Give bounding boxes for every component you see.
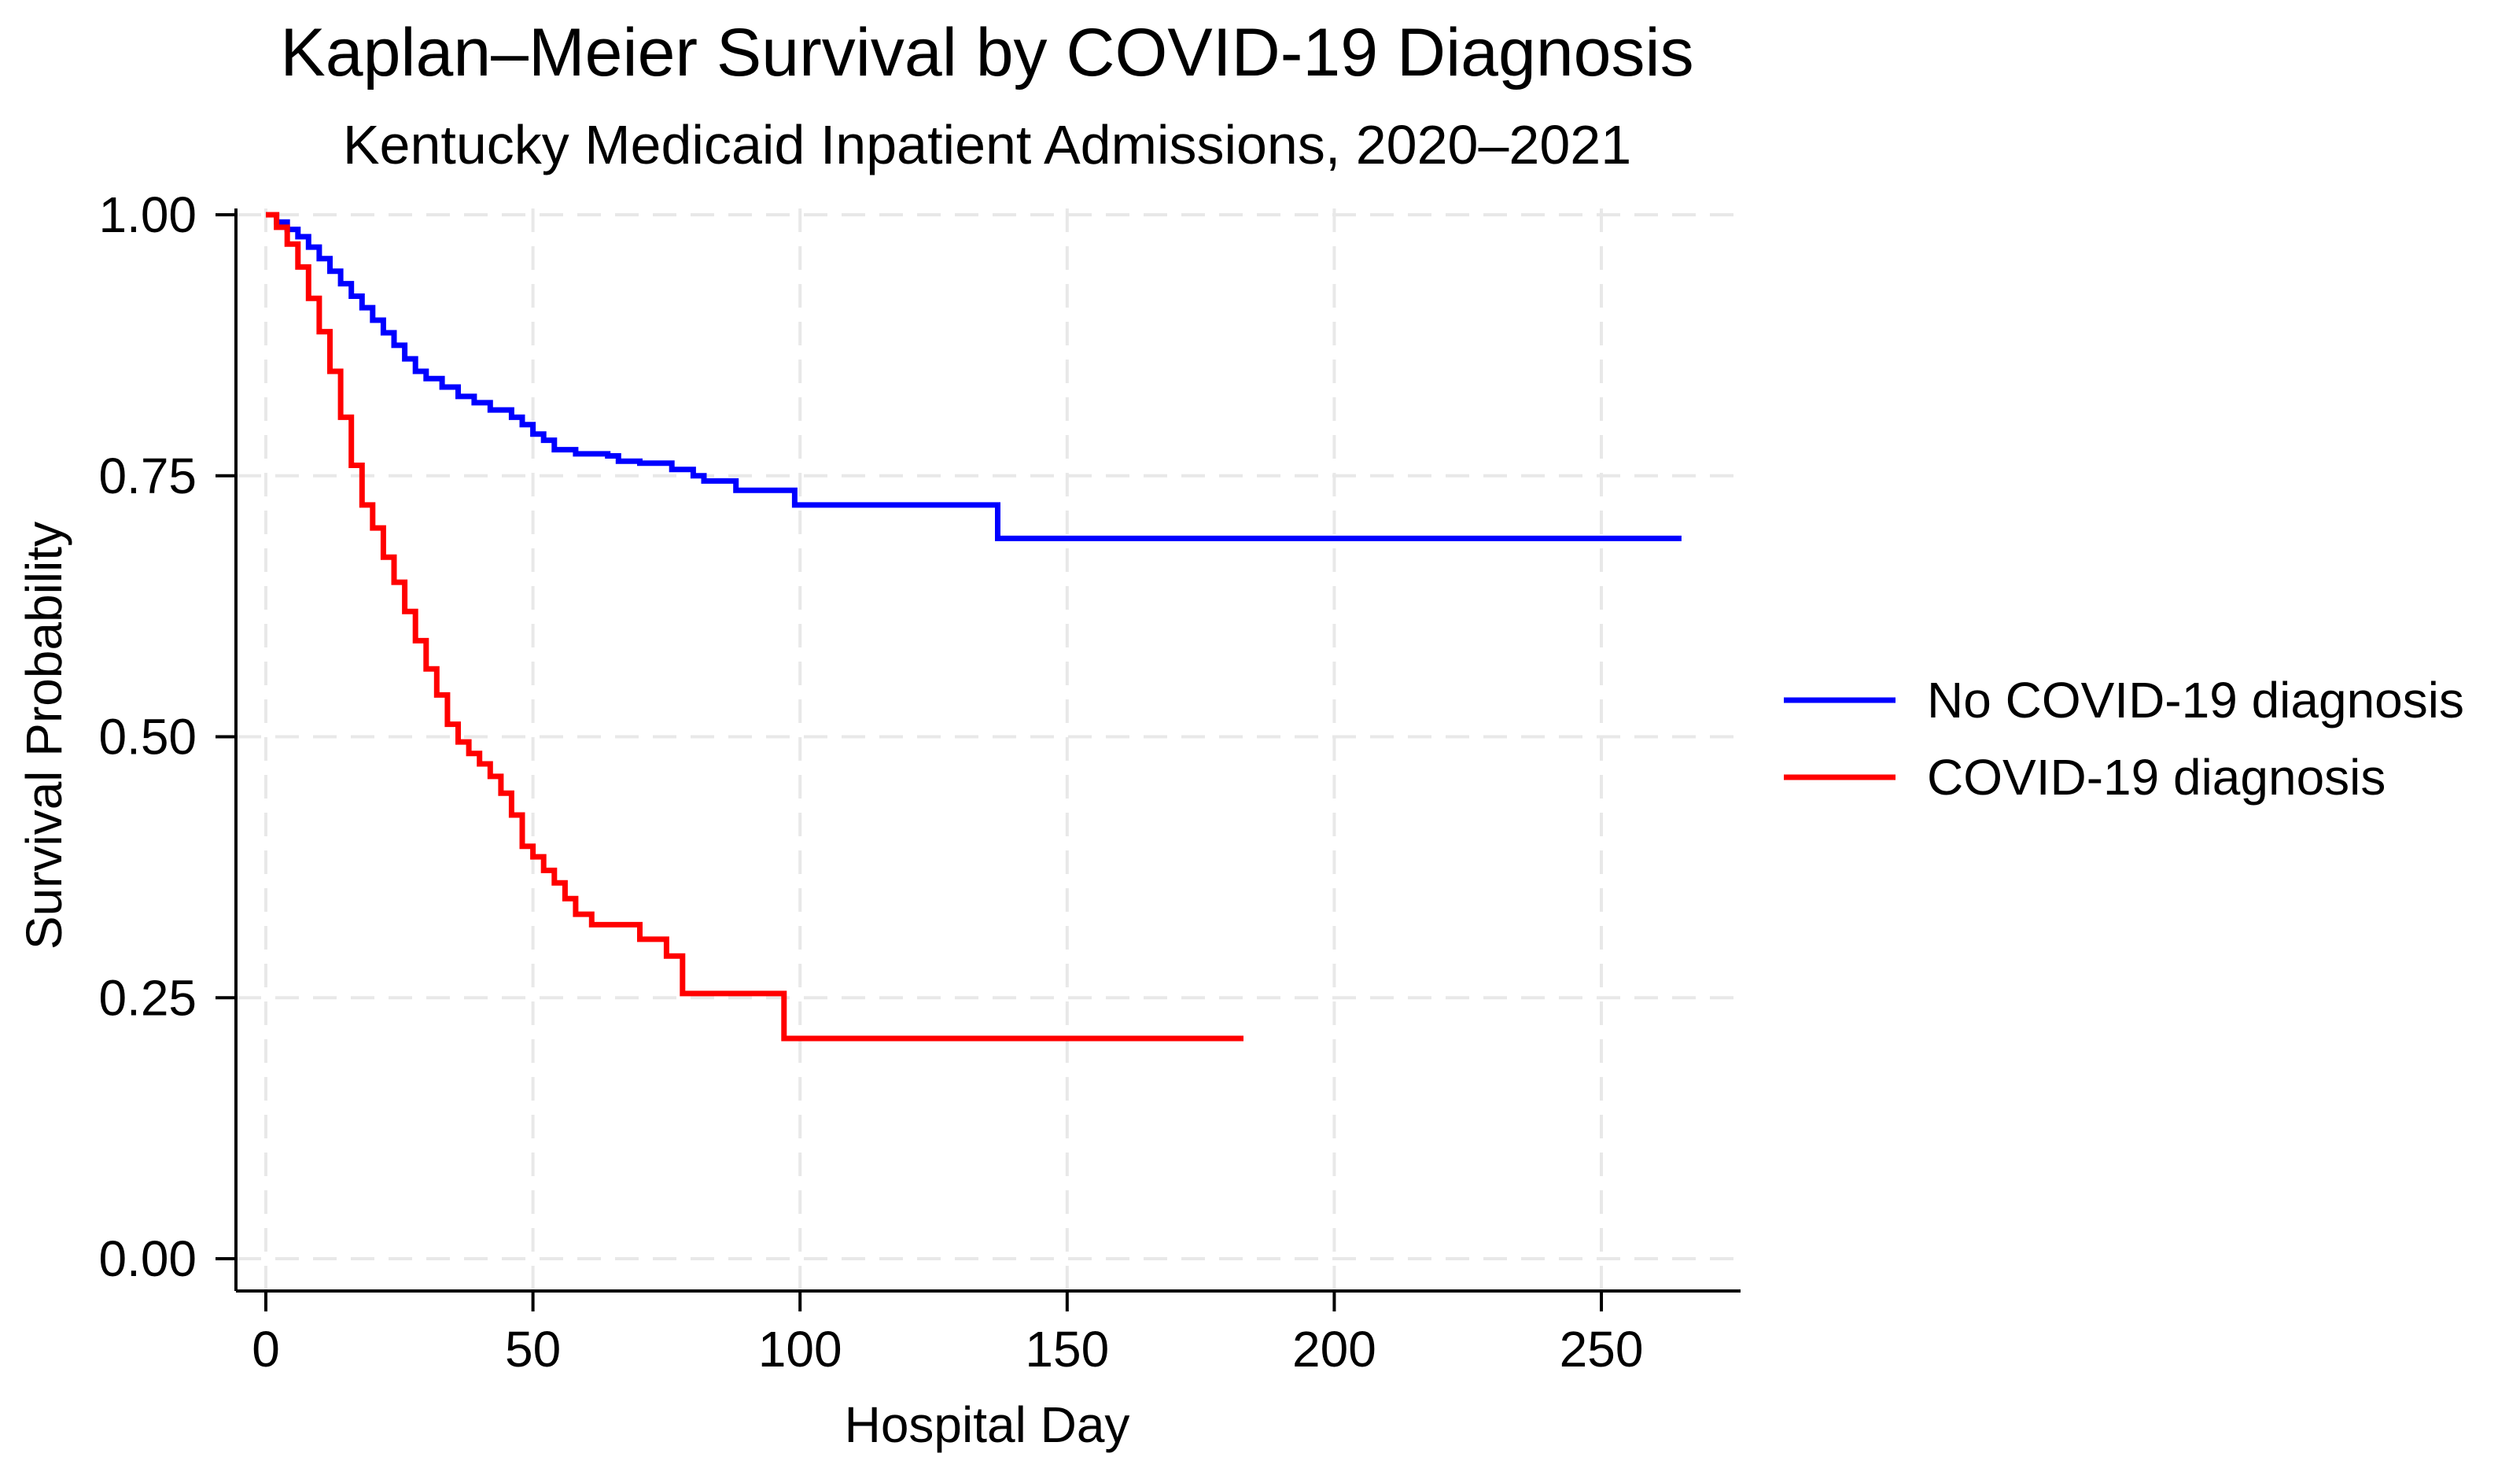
x-tick-label: 250 (1560, 1321, 1644, 1378)
legend: No COVID-19 diagnosis COVID-19 diagnosis (1784, 672, 2464, 806)
grid-lines (238, 208, 1741, 1289)
x-tick-label: 150 (1025, 1321, 1109, 1378)
y-axis-ticks: 0.00 0.25 0.50 0.75 1.00 (98, 186, 236, 1287)
survival-curves (266, 212, 1682, 1042)
x-tick-label: 0 (252, 1321, 280, 1378)
legend-label: COVID-19 diagnosis (1927, 749, 2386, 806)
series-line-no-covid (266, 212, 1682, 541)
y-tick-label: 1.00 (98, 186, 197, 243)
y-tick-label: 0.25 (98, 969, 197, 1026)
y-axis-label: Survival Probability (16, 522, 72, 950)
x-axis-ticks: 0 50 100 150 200 250 (252, 1291, 1643, 1378)
x-axis-label: Hospital Day (845, 1396, 1130, 1453)
series-line-covid (266, 212, 1243, 1042)
y-tick-label: 0.50 (98, 709, 197, 765)
legend-label: No COVID-19 diagnosis (1927, 672, 2464, 728)
x-tick-label: 200 (1292, 1321, 1376, 1378)
chart-title: Kaplan–Meier Survival by COVID-19 Diagno… (280, 15, 1693, 90)
x-tick-label: 50 (505, 1321, 561, 1378)
y-tick-label: 0.00 (98, 1230, 197, 1287)
axes (234, 208, 1741, 1293)
chart-subtitle: Kentucky Medicaid Inpatient Admissions, … (343, 114, 1631, 175)
x-tick-label: 100 (758, 1321, 842, 1378)
y-tick-label: 0.75 (98, 448, 197, 504)
